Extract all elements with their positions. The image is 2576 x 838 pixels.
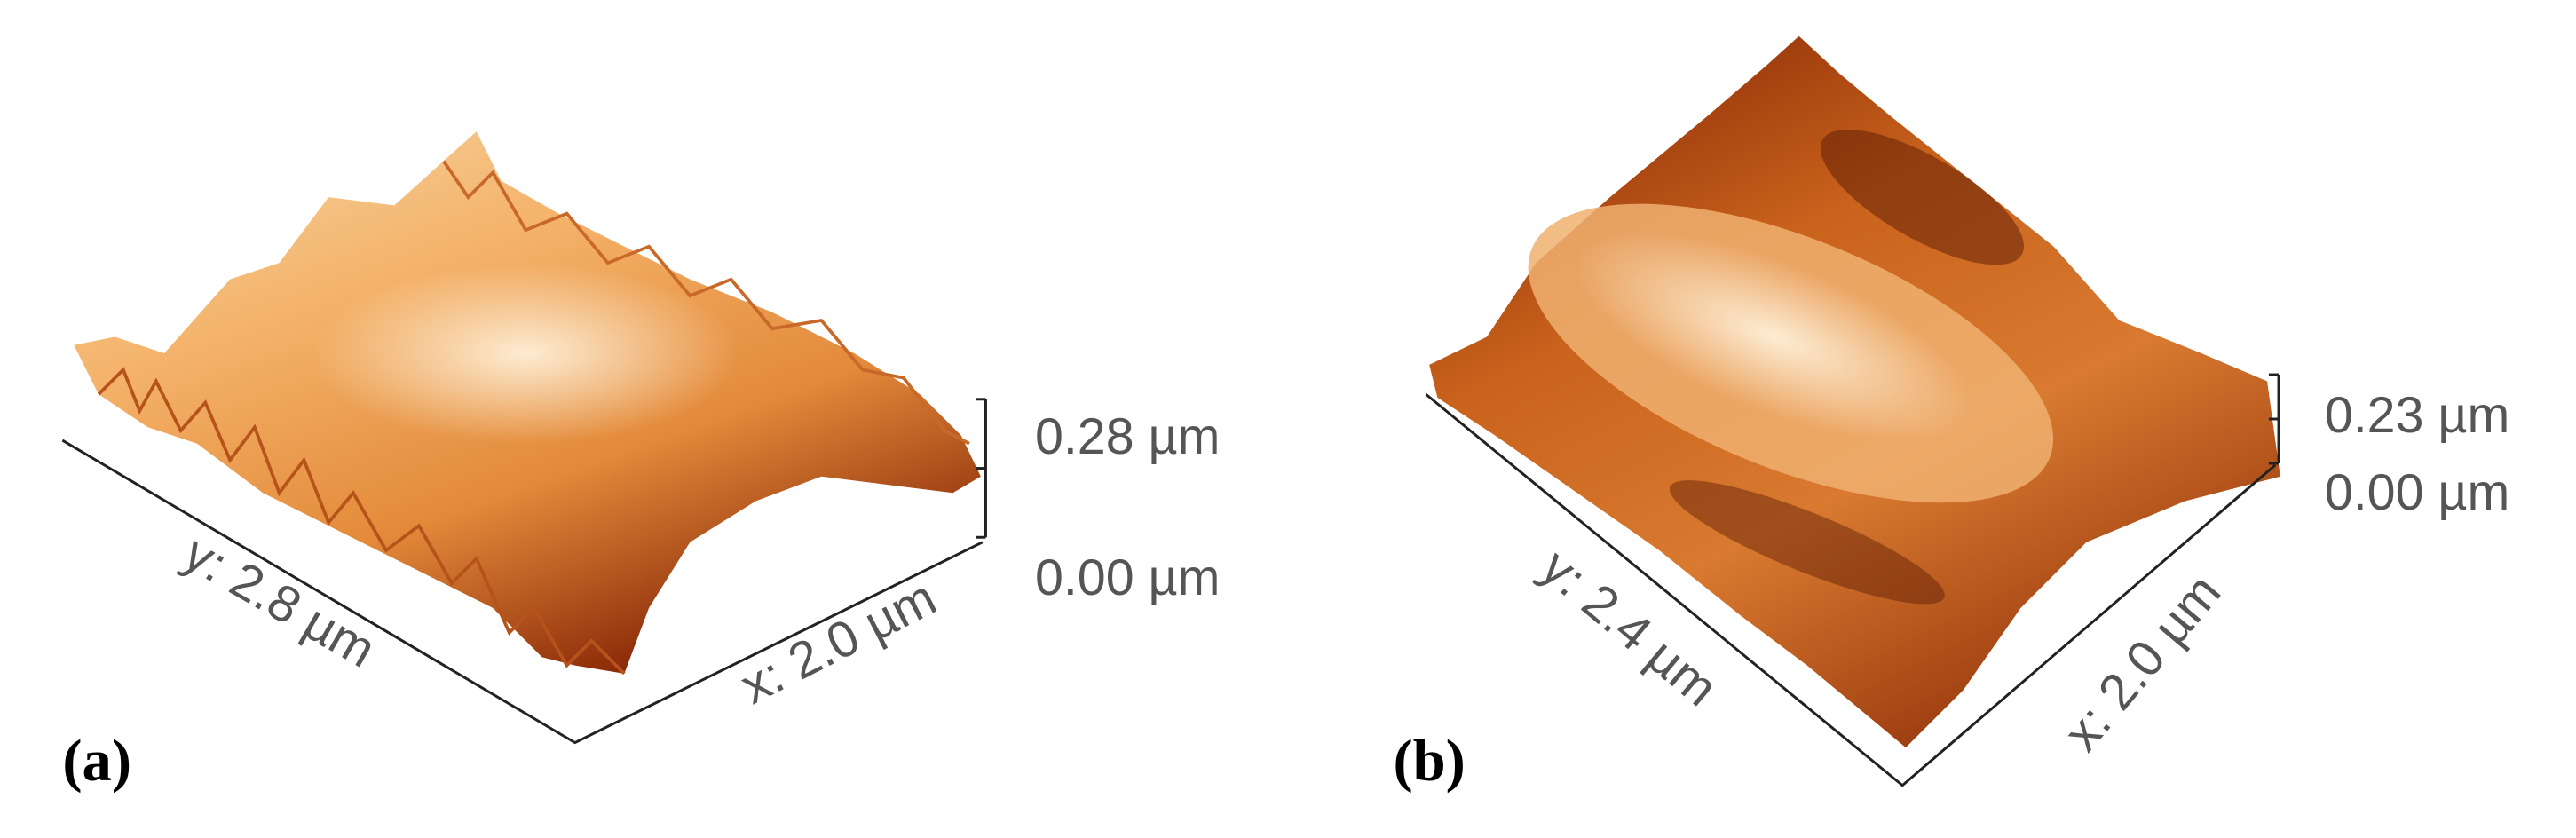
axes-b — [1425, 373, 2280, 787]
x-axis-label: x: 2.0 µm — [731, 569, 944, 715]
surface-a — [74, 131, 981, 676]
x-axis-label: x: 2.0 µm — [2053, 564, 2232, 762]
z-bottom-label: 0.00 µm — [1035, 549, 1220, 606]
z-top-label: 0.23 µm — [2325, 387, 2509, 444]
z-top-label: 0.28 µm — [1035, 408, 1220, 465]
y-axis-label: y: 2.8 µm — [174, 525, 384, 679]
axes-a — [61, 398, 987, 745]
panel-label: (b) — [1393, 729, 1465, 794]
z-bottom-label: 0.00 µm — [2325, 464, 2509, 521]
surface-b — [1429, 36, 2280, 748]
panel-label: (a) — [62, 729, 131, 794]
